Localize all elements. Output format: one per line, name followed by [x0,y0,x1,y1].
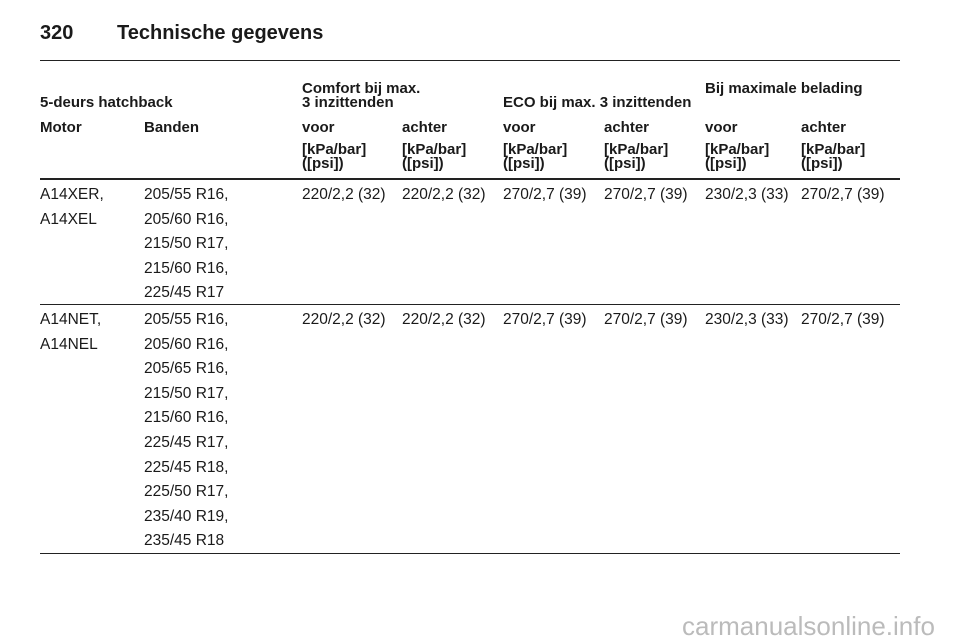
pressure: 220/2,2 (32) [302,186,386,203]
pressure: 230/2,3 (33) [705,186,789,203]
unit-label: [kPa/bar] [302,141,367,158]
unit-label: [kPa/bar] [402,141,467,158]
motor: A14NET, [40,311,102,328]
tire-size: 205/55 R16, [144,186,229,203]
tire-size: 225/45 R18, [144,458,229,476]
pressure: 220/2,2 (32) [402,186,486,203]
pressure: 230/2,3 (33) [705,311,789,328]
motor: A14XER, [40,186,104,203]
group-header: ECO bij max. 3 inzittenden [503,94,692,111]
pressure: 220/2,2 (32) [302,311,386,328]
motor: A14XEL [40,210,97,228]
tire-size: 205/60 R16, [144,210,229,228]
tire-size: 215/50 R17, [144,235,229,253]
pressure: 270/2,7 (39) [503,186,587,203]
pressure: 270/2,7 (39) [801,186,885,203]
unit-label: ([psi]) [302,155,344,172]
unit-label: ([psi]) [705,155,747,172]
unit-label: [kPa/bar] [705,141,770,158]
pressure: 270/2,7 (39) [503,311,587,328]
tire-size: 215/60 R16, [144,259,229,277]
watermark: carmanualsonline.info [682,611,935,641]
group-header: 3 inzittenden [302,94,394,111]
tire-size: 225/45 R17 [144,284,225,302]
unit-label: [kPa/bar] [604,141,669,158]
column-header: Motor [40,119,82,136]
rule [40,178,900,180]
column-header: voor [705,119,738,136]
tire-size: 235/45 R18 [144,532,225,550]
column-header: achter [604,119,650,136]
group-header: 5-deurs hatchback [40,94,173,111]
column-header: achter [402,119,448,136]
tire-size: 225/45 R17, [144,434,229,451]
page-number: 320 [40,22,74,44]
unit-label: ([psi]) [801,155,843,172]
pressure: 270/2,7 (39) [604,186,688,203]
unit-label: [kPa/bar] [503,141,568,158]
column-header: voor [503,119,536,136]
tire-size: 205/65 R16, [144,360,229,378]
unit-label: ([psi]) [604,155,646,172]
column-header: voor [302,119,335,136]
rule [40,553,900,554]
pressure: 270/2,7 (39) [801,311,885,328]
tire-size: 205/60 R16, [144,335,229,353]
page-title: Technische gegevens [117,22,324,44]
unit-label: ([psi]) [402,155,444,172]
group-header: Comfort bij max. [302,80,421,97]
pressure: 270/2,7 (39) [604,311,688,328]
rule [40,304,900,305]
pressure: 220/2,2 (32) [402,311,486,328]
column-header: Banden [144,119,200,136]
tire-size: 205/55 R16, [144,311,229,328]
motor: A14NEL [40,335,98,353]
tire-size: 225/50 R17, [144,483,229,501]
rule [40,60,900,61]
tire-size: 235/40 R19, [144,507,229,525]
unit-label: [kPa/bar] [801,141,866,158]
column-header: achter [801,119,847,136]
group-header: Bij maximale belading [705,80,863,97]
tire-size: 215/60 R16, [144,409,229,427]
unit-label: ([psi]) [503,155,545,172]
tire-size: 215/50 R17, [144,384,229,402]
